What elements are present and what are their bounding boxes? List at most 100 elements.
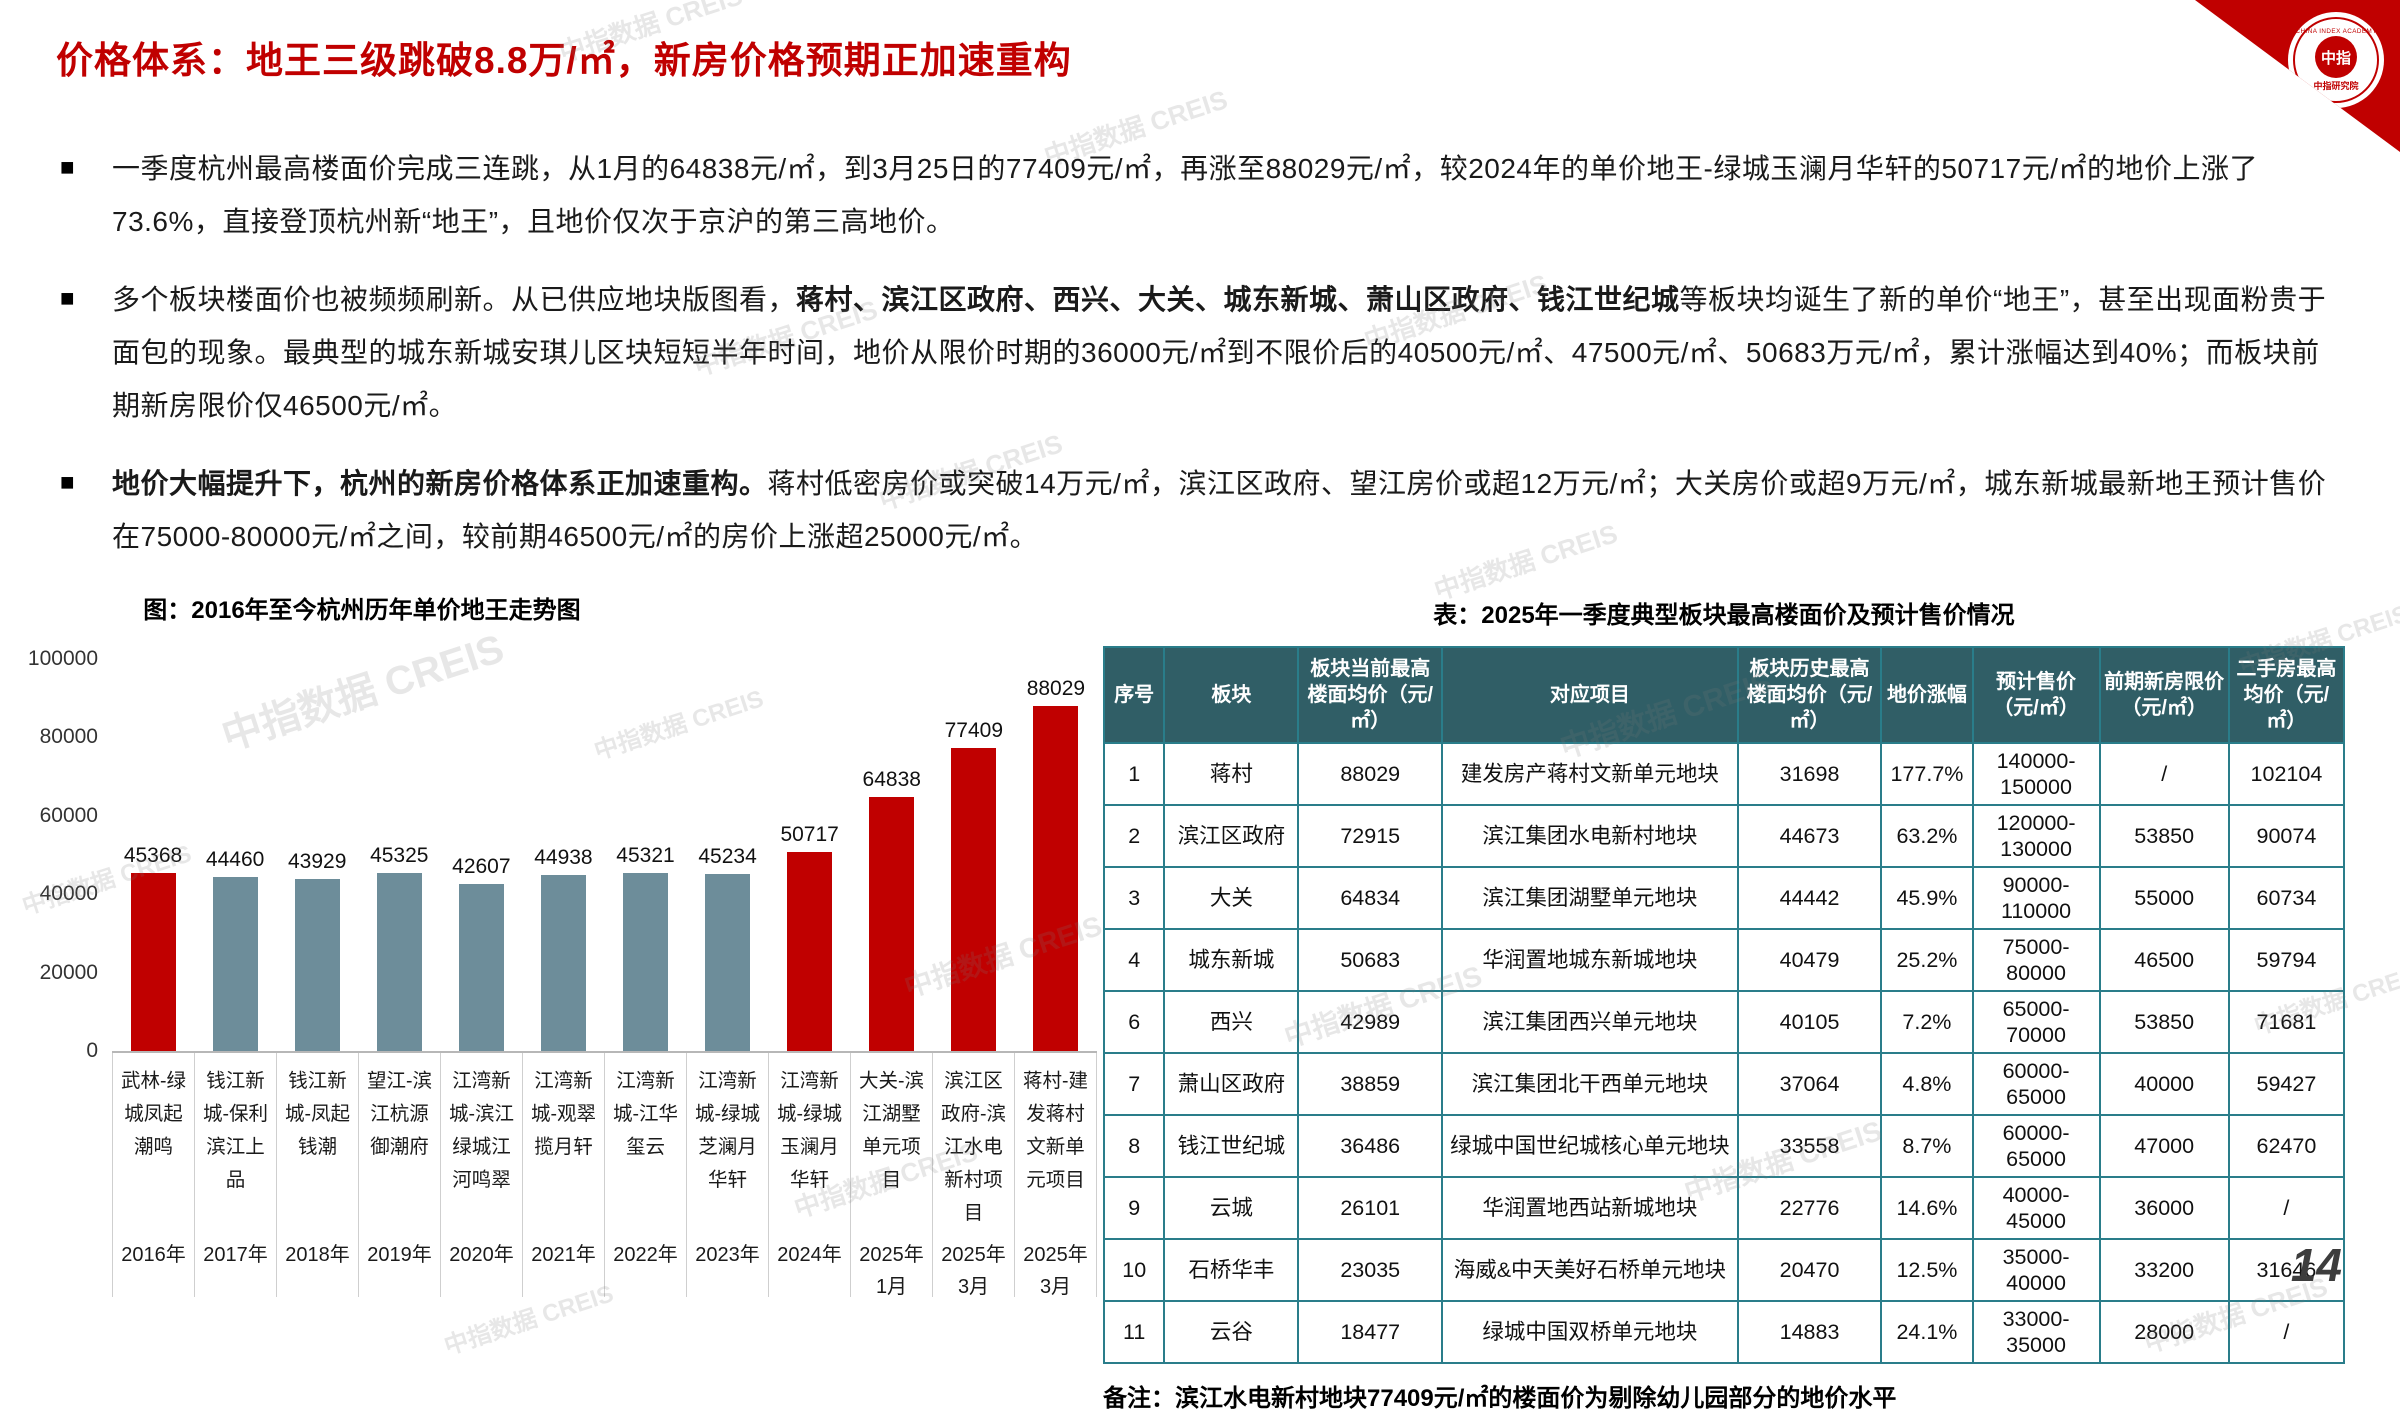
table-cell: 46500 bbox=[2098, 928, 2230, 992]
x-category: 大关-滨江湖墅单元项目 2025年1月 bbox=[851, 1053, 933, 1298]
table-cell: 海威&中天美好石桥单元地块 bbox=[1441, 1238, 1739, 1302]
y-tick-label: 20000 bbox=[39, 960, 98, 984]
table-cell: 10 bbox=[1102, 1238, 1166, 1302]
table-cell: 36000 bbox=[2098, 1176, 2230, 1240]
chart-title: 图：2016年至今杭州历年单价地王走势图 bbox=[143, 597, 581, 624]
table-cell: 滨江集团湖墅单元地块 bbox=[1441, 866, 1739, 930]
bar-2020年 bbox=[458, 883, 504, 1051]
table-cell: 53850 bbox=[2098, 804, 2230, 868]
table-cell: / bbox=[2227, 1300, 2346, 1364]
category-year-label: 2019年 bbox=[367, 1244, 432, 1266]
table-header-cell: 前期新房限价（元/㎡） bbox=[2098, 646, 2230, 744]
table-cell: 11 bbox=[1102, 1300, 1166, 1364]
bar-slot: 77409 bbox=[933, 659, 1015, 1051]
table-cell: 2 bbox=[1102, 804, 1166, 868]
table-cell: 7 bbox=[1102, 1052, 1166, 1116]
table-header-cell: 板块 bbox=[1163, 646, 1300, 744]
table-cell: 绿城中国双桥单元地块 bbox=[1441, 1300, 1739, 1364]
table-cell: 140000- 150000 bbox=[1971, 742, 2101, 806]
table-cell: 8 bbox=[1102, 1114, 1166, 1178]
report-slide: CHINA INDEX ACADEMY 中指 中指研究院 价格体系：地王三级跳破… bbox=[19, 0, 2400, 1412]
y-tick-label: 40000 bbox=[39, 882, 98, 906]
bar-value-label: 50717 bbox=[780, 823, 839, 847]
table-cell: / bbox=[2098, 742, 2230, 806]
bar-slot: 42607 bbox=[440, 659, 522, 1051]
page-number: 14 bbox=[2290, 1239, 2342, 1291]
bar-slot: 45368 bbox=[112, 659, 194, 1051]
table-cell: 西兴 bbox=[1163, 990, 1300, 1054]
logo-ring: CHINA INDEX ACADEMY 中指 中指研究院 bbox=[2293, 17, 2379, 103]
bar-value-label: 44938 bbox=[534, 845, 593, 869]
x-category: 蒋村-建发蒋村文新单元项目 2025年3月 bbox=[1015, 1053, 1097, 1298]
category-year-label: 2025年1月 bbox=[859, 1244, 924, 1298]
bullet-marker: ■ bbox=[60, 154, 75, 181]
table-cell: 33000- 35000 bbox=[1971, 1300, 2101, 1364]
table-cell: 9 bbox=[1102, 1176, 1166, 1240]
price-table-section: 表：2025年一季度典型板块最高楼面价及预计售价情况 序号 板块 板块当前最高楼面均… bbox=[1102, 595, 2346, 1413]
table-header-cell: 对应项目 bbox=[1441, 646, 1739, 744]
table-cell: 14.6% bbox=[1880, 1176, 1974, 1240]
table-cell: 120000- 130000 bbox=[1971, 804, 2101, 868]
table-cell: 60000- 65000 bbox=[1971, 1052, 2101, 1116]
table-row: 8 钱江世纪城 36486 绿城中国世纪城核心单元地块 33558 8.7% 60000- … bbox=[1102, 1114, 2346, 1178]
table-cell: 绿城中国世纪城核心单元地块 bbox=[1441, 1114, 1739, 1178]
table-cell: 72915 bbox=[1297, 804, 1444, 868]
table-cell: 75000- 80000 bbox=[1971, 928, 2101, 992]
table-row: 2 滨江区政府 72915 滨江集团水电新村地块 44673 63.2% 120000- 1… bbox=[1102, 804, 2346, 868]
table-cell: 33200 bbox=[2098, 1238, 2230, 1302]
table-cell: 大关 bbox=[1163, 866, 1300, 930]
table-cell: 55000 bbox=[2098, 866, 2230, 930]
table-header-cell: 板块历史最高楼面均价（元/㎡） bbox=[1736, 646, 1883, 744]
table-cell: 25.2% bbox=[1880, 928, 1974, 992]
bullet-item-3: ■ 地价大幅提升下，杭州的新房价格体系正加速重构。蒋村低密房价或突破14万元/㎡，… bbox=[58, 457, 2348, 563]
category-project-label: 滨江区政府-滨江水电新村项目 bbox=[941, 1070, 1006, 1224]
table-header-cell: 预计售价（元/㎡） bbox=[1971, 646, 2101, 744]
table-cell: 云谷 bbox=[1163, 1300, 1300, 1364]
category-year-label: 2020年 bbox=[449, 1244, 514, 1266]
table-cell: 14883 bbox=[1736, 1300, 1883, 1364]
table-cell: 45.9% bbox=[1880, 866, 1974, 930]
table-cell: 24.1% bbox=[1880, 1300, 1974, 1364]
chart-plot-area: 45368 44460 43929 45325 42607 44938 45321 45234… bbox=[112, 659, 1097, 1053]
x-category: 望江-滨江杭源御潮府 2019年 bbox=[359, 1053, 441, 1297]
plate-price-table: 序号 板块 板块当前最高楼面均价（元/㎡） 对应项目 板块历史最高楼面均价（元/㎡） 地价… bbox=[1102, 646, 2346, 1364]
table-cell: 38859 bbox=[1297, 1052, 1444, 1116]
table-header-cell: 二手房最高均价（元/㎡） bbox=[2227, 646, 2346, 744]
x-category: 江湾新城-江华玺云 2022年 bbox=[605, 1053, 687, 1297]
x-category: 江湾新城-绿城玉澜月华轩 2024年 bbox=[769, 1053, 851, 1297]
table-cell: 华润置地城东新城地块 bbox=[1441, 928, 1739, 992]
table-cell: 31698 bbox=[1736, 742, 1883, 806]
bullet-marker: ■ bbox=[60, 469, 75, 496]
table-cell: 滨江集团水电新村地块 bbox=[1441, 804, 1739, 868]
category-year-label: 2021年 bbox=[531, 1244, 596, 1266]
table-cell: 7.2% bbox=[1880, 990, 1974, 1054]
table-cell: 44442 bbox=[1736, 866, 1883, 930]
bar-2023年 bbox=[705, 873, 751, 1051]
bar-2018年 bbox=[294, 878, 340, 1051]
bar-slot: 45325 bbox=[358, 659, 440, 1051]
corner-decoration: CHINA INDEX ACADEMY 中指 中指研究院 bbox=[2195, 0, 2400, 152]
bullet-marker: ■ bbox=[60, 285, 75, 312]
table-row: 3 大关 64834 滨江集团湖墅单元地块 44442 45.9% 90000- 11000… bbox=[1102, 866, 2346, 930]
table-cell: 8.7% bbox=[1880, 1114, 1974, 1178]
table-cell: 26101 bbox=[1297, 1176, 1444, 1240]
table-cell: 50683 bbox=[1297, 928, 1444, 992]
logo-text-en: CHINA INDEX ACADEMY bbox=[2295, 28, 2377, 35]
table-cell: 1 bbox=[1102, 742, 1166, 806]
table-cell: 22776 bbox=[1736, 1176, 1883, 1240]
category-project-label: 江湾新城-观翠揽月轩 bbox=[531, 1070, 596, 1158]
category-project-label: 江湾新城-江华玺云 bbox=[613, 1070, 678, 1158]
table-cell: 蒋村 bbox=[1163, 742, 1300, 806]
bullet-text: 多个板块楼面价也被频频刷新。从已供应地块版图看，蒋村、滨江区政府、西兴、大关、城… bbox=[112, 284, 2327, 421]
table-cell: 28000 bbox=[2098, 1300, 2230, 1364]
page-title: 价格体系：地王三级跳破8.8万/㎡，新房价格预期正加速重构 bbox=[56, 40, 1072, 81]
category-year-label: 2017年 bbox=[203, 1244, 268, 1266]
bar-value-label: 45321 bbox=[616, 844, 675, 868]
x-category: 江湾新城-观翠揽月轩 2021年 bbox=[523, 1053, 605, 1297]
table-cell: 4.8% bbox=[1880, 1052, 1974, 1116]
category-year-label: 2025年3月 bbox=[941, 1244, 1006, 1298]
table-cell: 35000- 40000 bbox=[1971, 1238, 2101, 1302]
bar-value-label: 42607 bbox=[452, 854, 511, 878]
footnote: 备注：滨江水电新村地块77409元/㎡的楼面价为剔除幼儿园部分的地价水平 bbox=[1103, 1385, 1897, 1412]
bar-2017年 bbox=[212, 876, 258, 1051]
